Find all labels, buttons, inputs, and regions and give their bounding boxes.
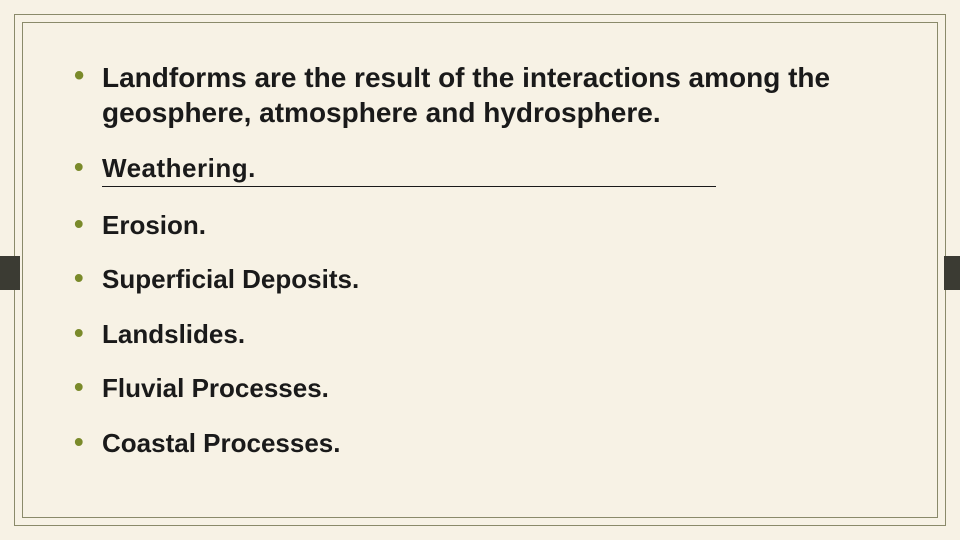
bullet-text: Fluvial Processes. xyxy=(102,373,329,403)
list-item: Weathering. xyxy=(72,152,900,187)
bullet-text: Erosion. xyxy=(102,210,206,240)
list-item: Fluvial Processes. xyxy=(72,372,900,405)
bullet-text: Superficial Deposits. xyxy=(102,264,359,294)
list-item: Landslides. xyxy=(72,318,900,351)
bullet-text: Landforms are the result of the interact… xyxy=(102,62,830,128)
decorative-tab-right xyxy=(944,256,960,290)
list-item: Superficial Deposits. xyxy=(72,263,900,296)
bullet-text: Weathering. xyxy=(102,152,716,187)
slide: Landforms are the result of the interact… xyxy=(0,0,960,540)
list-item: Landforms are the result of the interact… xyxy=(72,60,900,130)
decorative-tab-left xyxy=(0,256,20,290)
list-item: Coastal Processes. xyxy=(72,427,900,460)
list-item: Erosion. xyxy=(72,209,900,242)
content-area: Landforms are the result of the interact… xyxy=(72,60,900,500)
bullet-text: Coastal Processes. xyxy=(102,428,340,458)
bullet-list: Landforms are the result of the interact… xyxy=(72,60,900,459)
bullet-text: Landslides. xyxy=(102,319,245,349)
